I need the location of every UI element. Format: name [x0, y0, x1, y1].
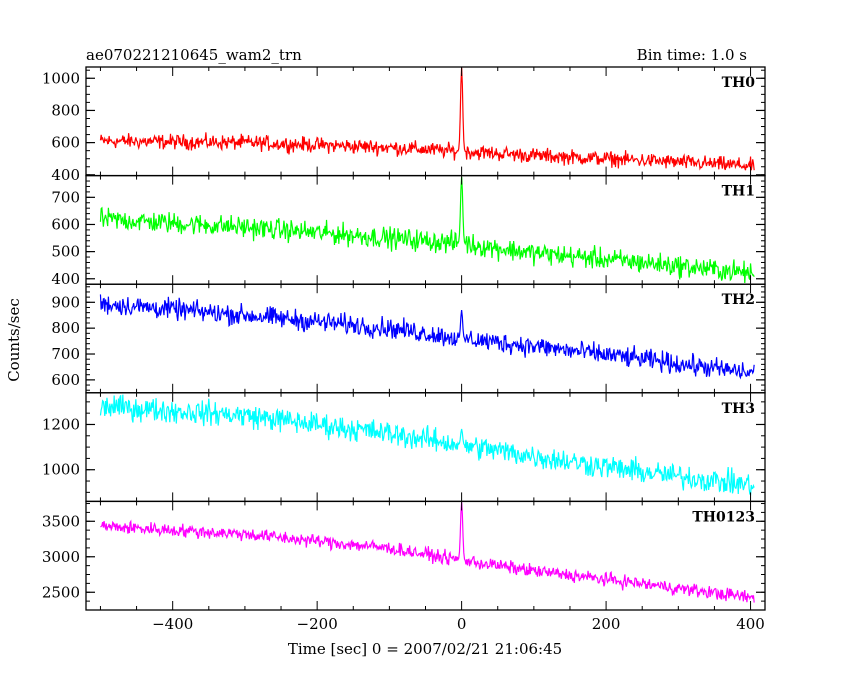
- x-axis-label: Time [sec] 0 = 2007/02/21 21:06:45: [288, 640, 562, 658]
- series-line-th2: [99, 294, 755, 380]
- panels: 400 600 800 1000 TH0 400 500 600 700 TH1 600 700 800…: [42, 66, 766, 611]
- y-tick-label: 1000: [42, 461, 80, 479]
- panel-th3: 1000 1200 TH3: [42, 392, 766, 503]
- y-tick-label: 3000: [42, 548, 80, 566]
- y-tick-label: 600: [51, 134, 80, 152]
- series-line-th0123: [100, 502, 755, 603]
- panel-frame: [85, 500, 766, 611]
- series-line-th1: [99, 176, 755, 283]
- x-tick-label: 400: [736, 615, 765, 633]
- x-tick-label: −200: [297, 615, 338, 633]
- y-tick-label: 700: [51, 188, 80, 206]
- panel-th1: 400 500 600 700 TH1: [51, 174, 766, 288]
- series-label-th3: TH3: [722, 401, 755, 417]
- series-label-th2: TH2: [722, 292, 755, 308]
- x-tick-label: 200: [592, 615, 621, 633]
- x-axis-ticks: −400 −200 0 200 400: [152, 615, 765, 633]
- y-tick-label: 600: [51, 215, 80, 233]
- x-tick-label: 0: [457, 615, 467, 633]
- panel-th0123: 2500 3000 3500 TH0123: [42, 500, 766, 611]
- series-label-th0123: TH0123: [692, 509, 755, 525]
- y-tick-label: 800: [51, 101, 80, 119]
- series-label-th1: TH1: [722, 184, 755, 200]
- panel-th2: 600 700 800 900 TH2: [51, 283, 766, 394]
- y-tick-label: 400: [51, 166, 80, 184]
- bin-time-label: Bin time: 1.0 s: [637, 46, 747, 64]
- series-label-th0: TH0: [722, 75, 756, 91]
- y-tick-label: 800: [51, 319, 80, 337]
- y-tick-label: 700: [51, 345, 80, 363]
- panel-th0: 400 600 800 1000 TH0: [42, 66, 766, 184]
- y-tick-label: 900: [51, 293, 80, 311]
- series-line-th0: [99, 67, 755, 171]
- chart-title: ae070221210645_wam2_trn: [86, 46, 302, 64]
- y-tick-label: 600: [51, 371, 80, 389]
- series-line-th3: [99, 394, 755, 496]
- y-tick-label: 2500: [42, 583, 80, 601]
- x-tick-label: −400: [152, 615, 193, 633]
- y-tick-label: 3500: [42, 512, 80, 530]
- y-axis-label: Counts/sec: [5, 298, 23, 382]
- y-tick-label: 500: [51, 243, 80, 261]
- y-tick-label: 1200: [42, 415, 80, 433]
- y-tick-label: 400: [51, 270, 80, 288]
- y-tick-label: 1000: [42, 69, 80, 87]
